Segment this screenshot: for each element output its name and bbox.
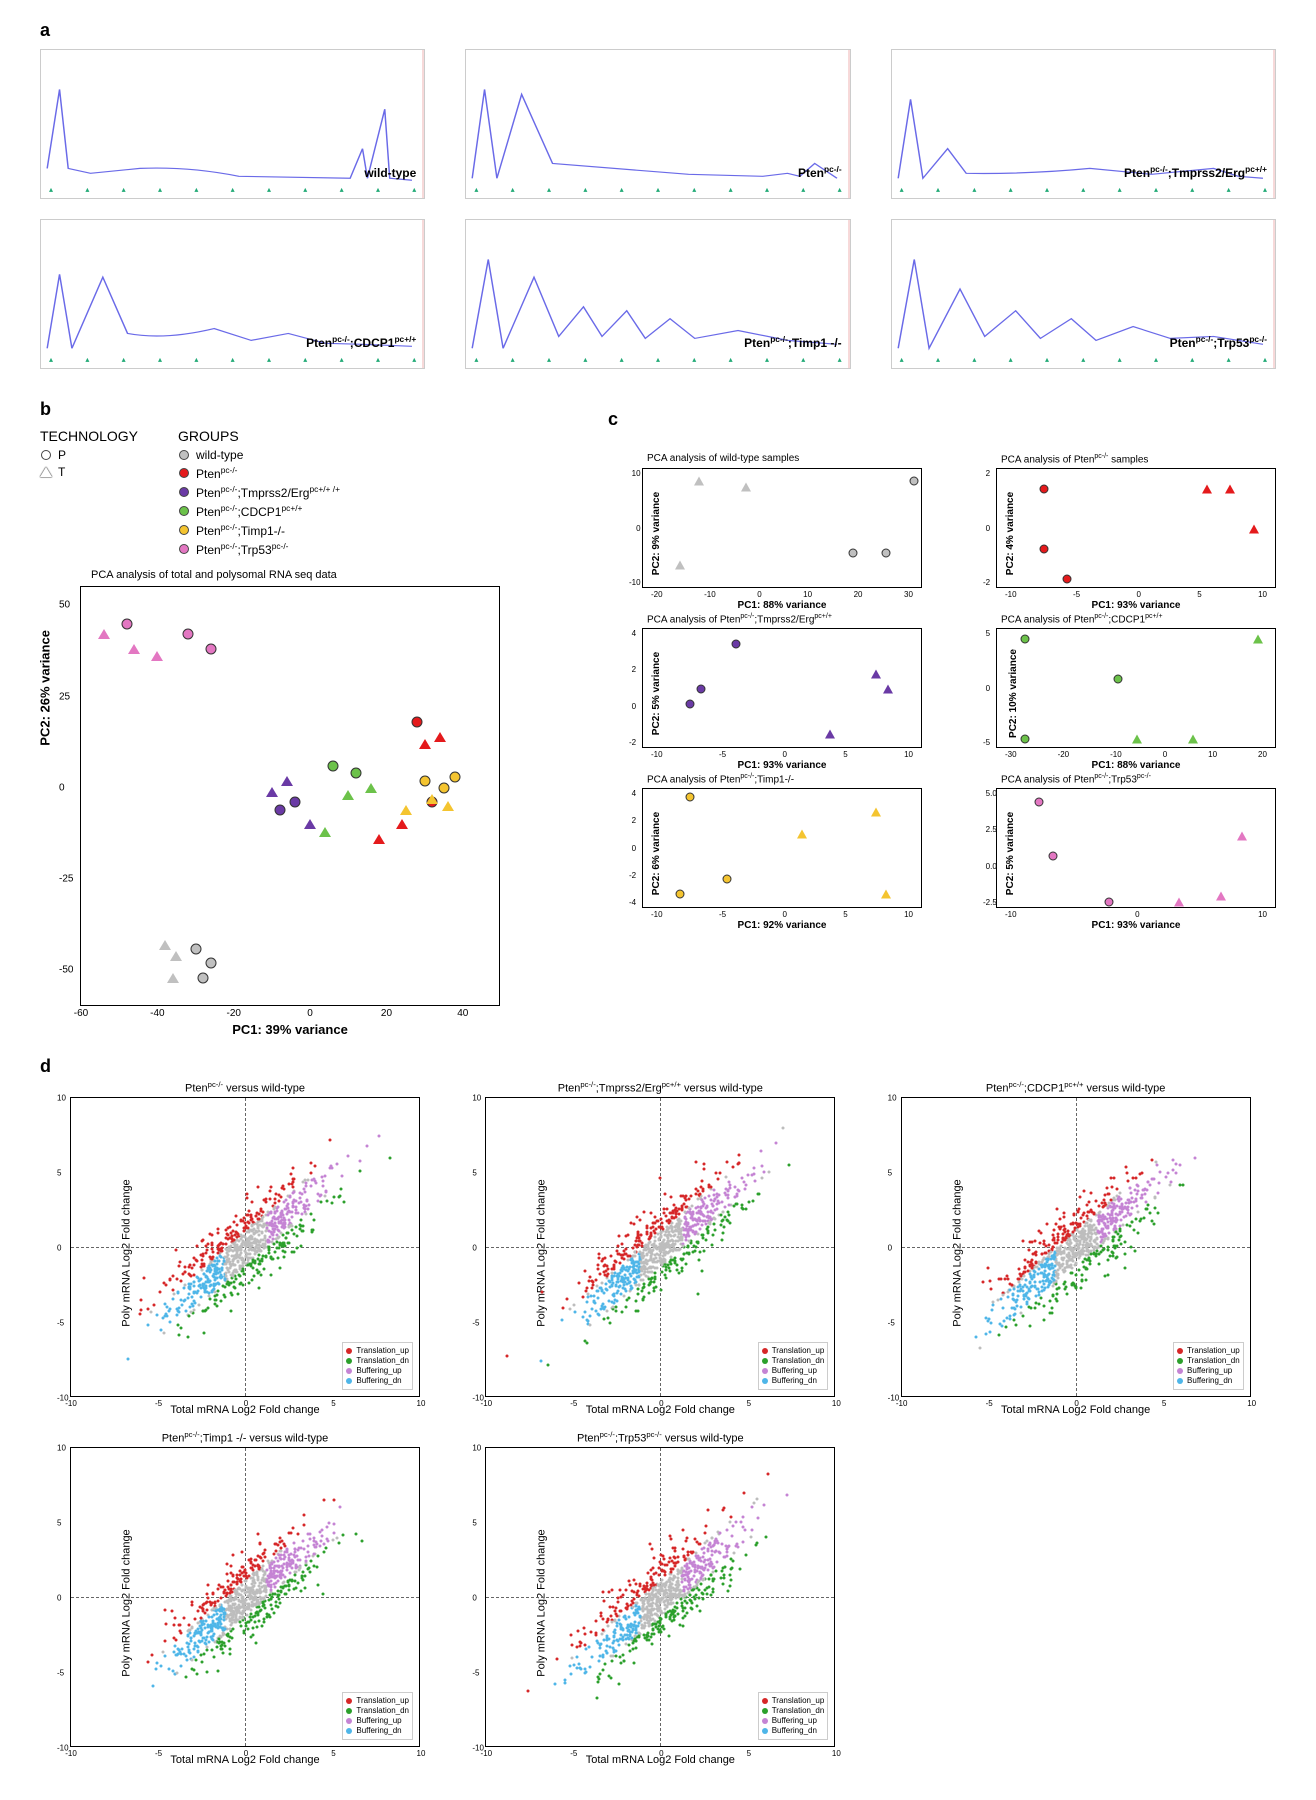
profile-chart: wild-type ▴▴▴▴▴▴▴▴▴▴▴	[40, 49, 425, 199]
scatter-point	[373, 834, 385, 844]
panel-c-grid: PCA analysis of wild-type samples PC2: 9…	[608, 428, 1276, 918]
profile-label: wild-type	[364, 166, 416, 180]
panel-d-label: d	[40, 1056, 1276, 1077]
scatter-point	[434, 732, 446, 742]
scatter-point	[182, 629, 193, 640]
panel-d-grid: Ptenpc-/- versus wild-type Poly mRNA Log…	[70, 1097, 1276, 1767]
panel-b-label: b	[40, 399, 578, 420]
pca-main-title: PCA analysis of total and polysomal RNA …	[91, 569, 337, 581]
scatter-legend: Translation_upTranslation_dnBuffering_up…	[758, 1692, 829, 1740]
legend-item: Ptenpc-/-;Tmprss2/Ergpc+/+ /+	[178, 484, 340, 500]
scatter-chart: Ptenpc-/-;Tmprss2/Ergpc+/+ versus wild-t…	[485, 1097, 835, 1397]
profile-chart: Ptenpc-/-;Trp53pc-/- ▴▴▴▴▴▴▴▴▴▴▴	[891, 219, 1276, 369]
scatter-point	[167, 973, 179, 983]
scatter-point	[266, 787, 278, 797]
scatter-point	[170, 951, 182, 961]
panel-c-label: c	[608, 409, 1276, 430]
legend-item: T	[40, 465, 138, 479]
scatter-point	[419, 739, 431, 749]
scatter-point	[426, 794, 438, 804]
legend-item: Ptenpc-/-;CDCP1pc+/+	[178, 503, 340, 519]
pca-small-chart: PCA analysis of Ptenpc-/-;Tmprss2/Ergpc+…	[642, 628, 922, 748]
pca-small-chart: PCA analysis of Ptenpc-/-;Trp53pc-/- PC2…	[996, 788, 1276, 908]
legend-groups: GROUPS wild-type Ptenpc-/- Ptenpc-/-;Tmprs…	[178, 428, 340, 560]
scatter-chart: Ptenpc-/- versus wild-type Poly mRNA Log…	[70, 1097, 420, 1397]
scatter-point	[281, 776, 293, 786]
legend-groups-title: GROUPS	[178, 428, 340, 444]
profile-chart: Ptenpc-/-;Tmprss2/Ergpc+/+ ▴▴▴▴▴▴▴▴▴▴▴	[891, 49, 1276, 199]
legend-technology: TECHNOLOGY PT	[40, 428, 138, 560]
legend-item: P	[40, 448, 138, 462]
profile-label: Ptenpc-/-	[798, 164, 842, 180]
scatter-point	[419, 775, 430, 786]
panel-a-label: a	[40, 20, 1276, 41]
scatter-point	[198, 972, 209, 983]
profile-label: Ptenpc-/-;Tmprss2/Ergpc+/+	[1124, 164, 1267, 180]
scatter-chart: Ptenpc-/-;Timp1 -/- versus wild-type Pol…	[70, 1447, 420, 1747]
scatter-legend: Translation_upTranslation_dnBuffering_up…	[342, 1692, 413, 1740]
scatter-point	[159, 940, 171, 950]
profile-chart: Ptenpc-/-;Timp1 -/- ▴▴▴▴▴▴▴▴▴▴▴	[465, 219, 850, 369]
scatter-point	[274, 804, 285, 815]
pca-small-chart: PCA analysis of Ptenpc-/- samples PC2: 4…	[996, 468, 1276, 588]
scatter-point	[319, 827, 331, 837]
scatter-point	[205, 644, 216, 655]
profile-label: Ptenpc-/-;Trp53pc-/-	[1170, 334, 1267, 350]
scatter-legend: Translation_upTranslation_dnBuffering_up…	[758, 1342, 829, 1390]
pca-main-xlabel: PC1: 39% variance	[232, 1022, 348, 1037]
scatter-point	[151, 651, 163, 661]
scatter-point	[98, 629, 110, 639]
scatter-point	[365, 783, 377, 793]
scatter-point	[350, 768, 361, 779]
legend-item: Ptenpc-/-;Trp53pc-/-	[178, 541, 340, 557]
pca-small-chart: PCA analysis of Ptenpc-/-;CDCP1pc+/+ PC2…	[996, 628, 1276, 748]
profile-chart: Ptenpc-/- ▴▴▴▴▴▴▴▴▴▴▴	[465, 49, 850, 199]
pca-main-ylabel: PC2: 26% variance	[38, 630, 53, 746]
legend-item: wild-type	[178, 448, 340, 462]
scatter-chart: Ptenpc-/-;CDCP1pc+/+ versus wild-type Po…	[901, 1097, 1251, 1397]
pca-small-chart: PCA analysis of wild-type samples PC2: 9…	[642, 468, 922, 588]
scatter-point	[400, 805, 412, 815]
scatter-point	[396, 819, 408, 829]
scatter-point	[190, 943, 201, 954]
legend-item: Ptenpc-/-	[178, 465, 340, 481]
legend-technology-title: TECHNOLOGY	[40, 428, 138, 444]
scatter-legend: Translation_upTranslation_dnBuffering_up…	[342, 1342, 413, 1390]
scatter-point	[438, 782, 449, 793]
pca-small-chart: PCA analysis of Ptenpc-/-;Timp1-/- PC2: …	[642, 788, 922, 908]
scatter-point	[412, 717, 423, 728]
profile-label: Ptenpc-/-;Timp1 -/-	[744, 334, 841, 350]
pca-main-chart: PCA analysis of total and polysomal RNA …	[80, 586, 500, 1006]
scatter-point	[128, 644, 140, 654]
legend-item: Ptenpc-/-;Timp1-/-	[178, 522, 340, 538]
profile-chart: Ptenpc-/-;CDCP1pc+/+ ▴▴▴▴▴▴▴▴▴▴▴	[40, 219, 425, 369]
scatter-point	[450, 771, 461, 782]
scatter-point	[121, 618, 132, 629]
scatter-point	[205, 958, 216, 969]
scatter-point	[328, 760, 339, 771]
scatter-legend: Translation_upTranslation_dnBuffering_up…	[1173, 1342, 1244, 1390]
scatter-point	[304, 819, 316, 829]
scatter-point	[342, 790, 354, 800]
scatter-point	[442, 801, 454, 811]
profile-label: Ptenpc-/-;CDCP1pc+/+	[306, 334, 416, 350]
panel-a-grid: wild-type ▴▴▴▴▴▴▴▴▴▴▴ Ptenpc-/- ▴▴▴▴▴▴▴▴…	[40, 49, 1276, 369]
scatter-point	[289, 797, 300, 808]
scatter-chart: Ptenpc-/-;Trp53pc-/- versus wild-type Po…	[485, 1447, 835, 1747]
